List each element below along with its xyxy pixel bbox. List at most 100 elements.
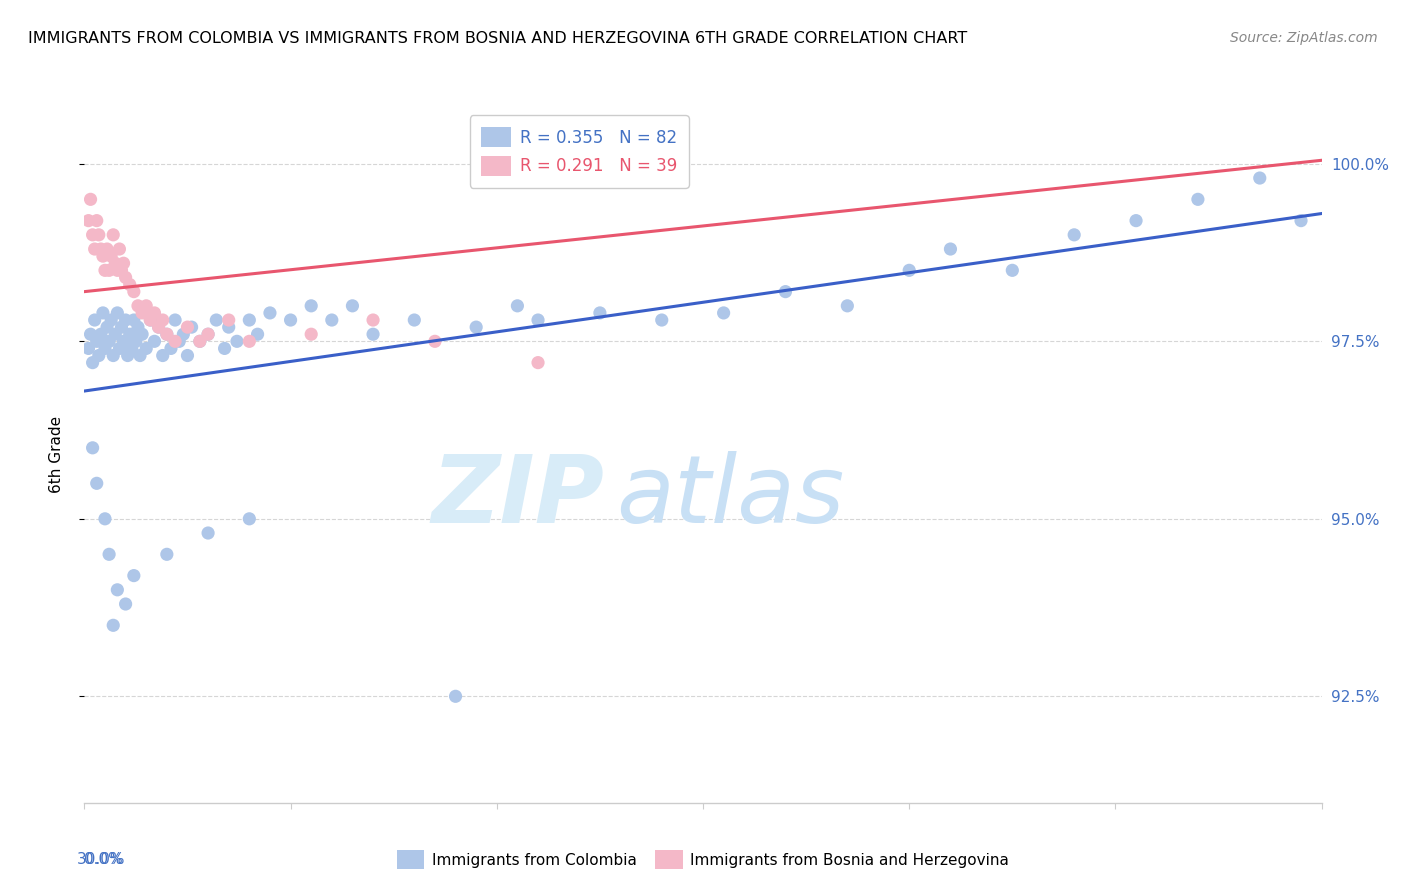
Point [180,320,202,334]
Point [238,512,260,526]
Point [238,313,260,327]
Point [1289,213,1312,227]
Point [299,299,322,313]
Point [114,270,136,285]
Point [77,213,100,227]
Point [152,313,174,327]
Point [156,327,179,342]
Point [110,263,132,277]
Point [105,582,128,597]
Point [98,547,121,561]
Point [404,313,426,327]
Point [259,306,281,320]
Point [148,320,170,334]
Text: 30.0%: 30.0% [77,852,125,866]
Point [527,313,550,327]
Point [165,334,187,349]
Point [121,342,143,356]
Point [108,342,131,356]
Point [527,356,550,370]
Point [444,690,467,704]
Point [118,327,141,342]
Point [87,349,110,363]
Point [122,313,145,327]
Point [112,334,135,349]
Text: IMMIGRANTS FROM COLOMBIA VS IMMIGRANTS FROM BOSNIA AND HERZEGOVINA 6TH GRADE COR: IMMIGRANTS FROM COLOMBIA VS IMMIGRANTS F… [28,31,967,46]
Point [96,320,118,334]
Point [218,313,240,327]
Point [226,334,249,349]
Text: atlas: atlas [616,451,845,542]
Point [197,327,219,342]
Point [90,327,112,342]
Point [152,349,174,363]
Point [100,249,122,263]
Point [103,227,125,242]
Point [299,327,322,342]
Point [94,263,117,277]
Point [82,441,104,455]
Point [125,334,148,349]
Point [135,342,157,356]
Y-axis label: 6th Grade: 6th Grade [49,417,63,493]
Point [898,263,921,277]
Point [361,327,384,342]
Point [165,313,187,327]
Point [104,327,127,342]
Point [939,242,962,256]
Point [79,192,101,206]
Legend: Immigrants from Colombia, Immigrants from Bosnia and Herzegovina: Immigrants from Colombia, Immigrants fro… [391,845,1015,875]
Point [83,313,105,327]
Point [775,285,797,299]
Point [218,320,240,334]
Point [506,299,529,313]
Point [131,327,153,342]
Point [122,568,145,582]
Point [105,263,128,277]
Text: ZIP: ZIP [432,450,605,542]
Point [214,342,236,356]
Point [104,256,127,270]
Point [83,242,105,256]
Point [105,306,128,320]
Point [246,327,269,342]
Point [94,512,117,526]
Point [91,306,114,320]
Point [188,334,211,349]
Point [96,242,118,256]
Point [94,342,117,356]
Point [205,313,228,327]
Point [176,320,198,334]
Text: Source: ZipAtlas.com: Source: ZipAtlas.com [1230,31,1378,45]
Point [465,320,488,334]
Point [1187,192,1209,206]
Point [82,227,104,242]
Point [1063,227,1085,242]
Point [148,320,170,334]
Point [114,597,136,611]
Point [172,327,194,342]
Point [160,342,183,356]
Point [176,349,198,363]
Point [280,313,302,327]
Point [108,242,131,256]
Point [589,306,612,320]
Point [423,334,446,349]
Point [156,327,179,342]
Point [118,277,141,292]
Point [103,618,125,632]
Point [139,313,162,327]
Point [127,320,149,334]
Point [651,313,673,327]
Point [135,299,157,313]
Point [143,334,166,349]
Point [100,313,122,327]
Point [321,313,343,327]
Point [77,342,100,356]
Point [127,299,149,313]
Point [112,256,135,270]
Point [1249,171,1271,186]
Point [79,327,101,342]
Point [197,526,219,541]
Point [342,299,364,313]
